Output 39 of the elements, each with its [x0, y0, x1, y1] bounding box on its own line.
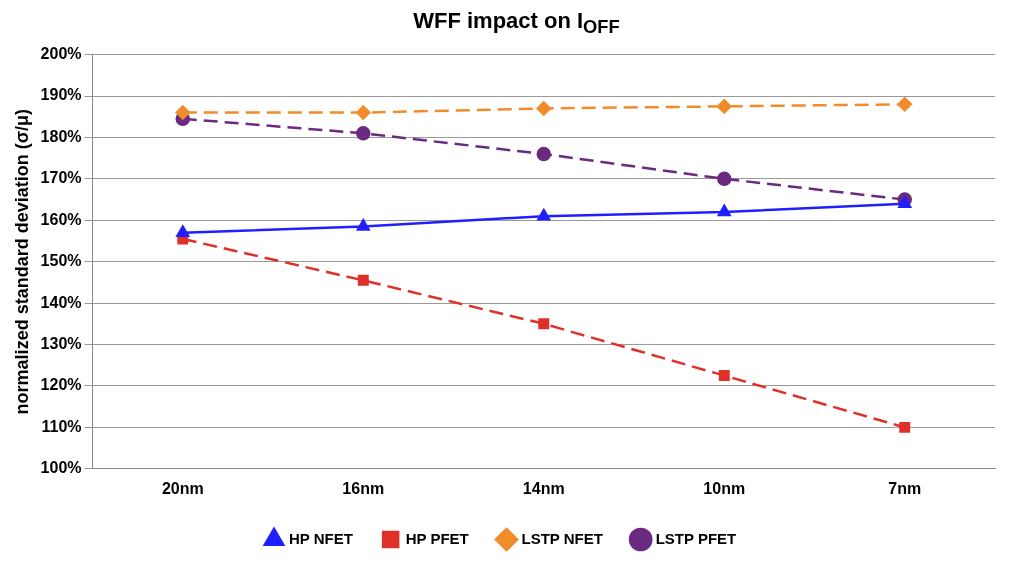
y-tick-label: 190%: [40, 86, 82, 104]
x-tick-label: 7nm: [888, 479, 922, 497]
y-tick-label: 140%: [40, 293, 82, 311]
point: [357, 274, 369, 286]
x-tick-label: 14nm: [522, 479, 565, 497]
y-tick-label: 150%: [40, 252, 82, 270]
legend-label: HP NFET: [289, 529, 353, 547]
y-tick-label: 120%: [40, 376, 82, 394]
point: [898, 196, 912, 208]
y-tick-label: 160%: [40, 210, 82, 228]
y-axis-title: normalized standard deviation (σ/μ): [11, 109, 32, 415]
point: [717, 204, 731, 217]
point: [176, 225, 190, 237]
x-tick-label: 10nm: [703, 479, 746, 497]
point: [897, 97, 912, 112]
point: [718, 370, 730, 382]
y-tick-label: 130%: [40, 334, 82, 352]
point: [356, 219, 370, 231]
point: [536, 146, 552, 162]
y-tick-label: 100%: [40, 459, 82, 477]
point: [356, 105, 371, 120]
x-tick-label: 20nm: [161, 479, 204, 497]
y-tick-label: 180%: [40, 127, 82, 145]
y-tick-label: 200%: [40, 45, 82, 63]
point: [356, 126, 371, 141]
point: [717, 171, 732, 187]
point: [717, 99, 732, 114]
legend-label: LSTP PFET: [655, 529, 737, 547]
point: [537, 208, 551, 221]
point: [175, 105, 191, 120]
point: [899, 421, 911, 433]
x-tick-label: 16nm: [342, 479, 385, 497]
legend-label: HP PFET: [405, 529, 469, 547]
legend-label: LSTP NFET: [521, 529, 603, 547]
point: [538, 318, 550, 330]
y-tick-label: 170%: [40, 169, 82, 187]
y-tick-label: 110%: [41, 417, 82, 435]
chart-title: WFF impact on I$_{OFF}$: [412, 8, 621, 40]
point: [536, 101, 552, 116]
